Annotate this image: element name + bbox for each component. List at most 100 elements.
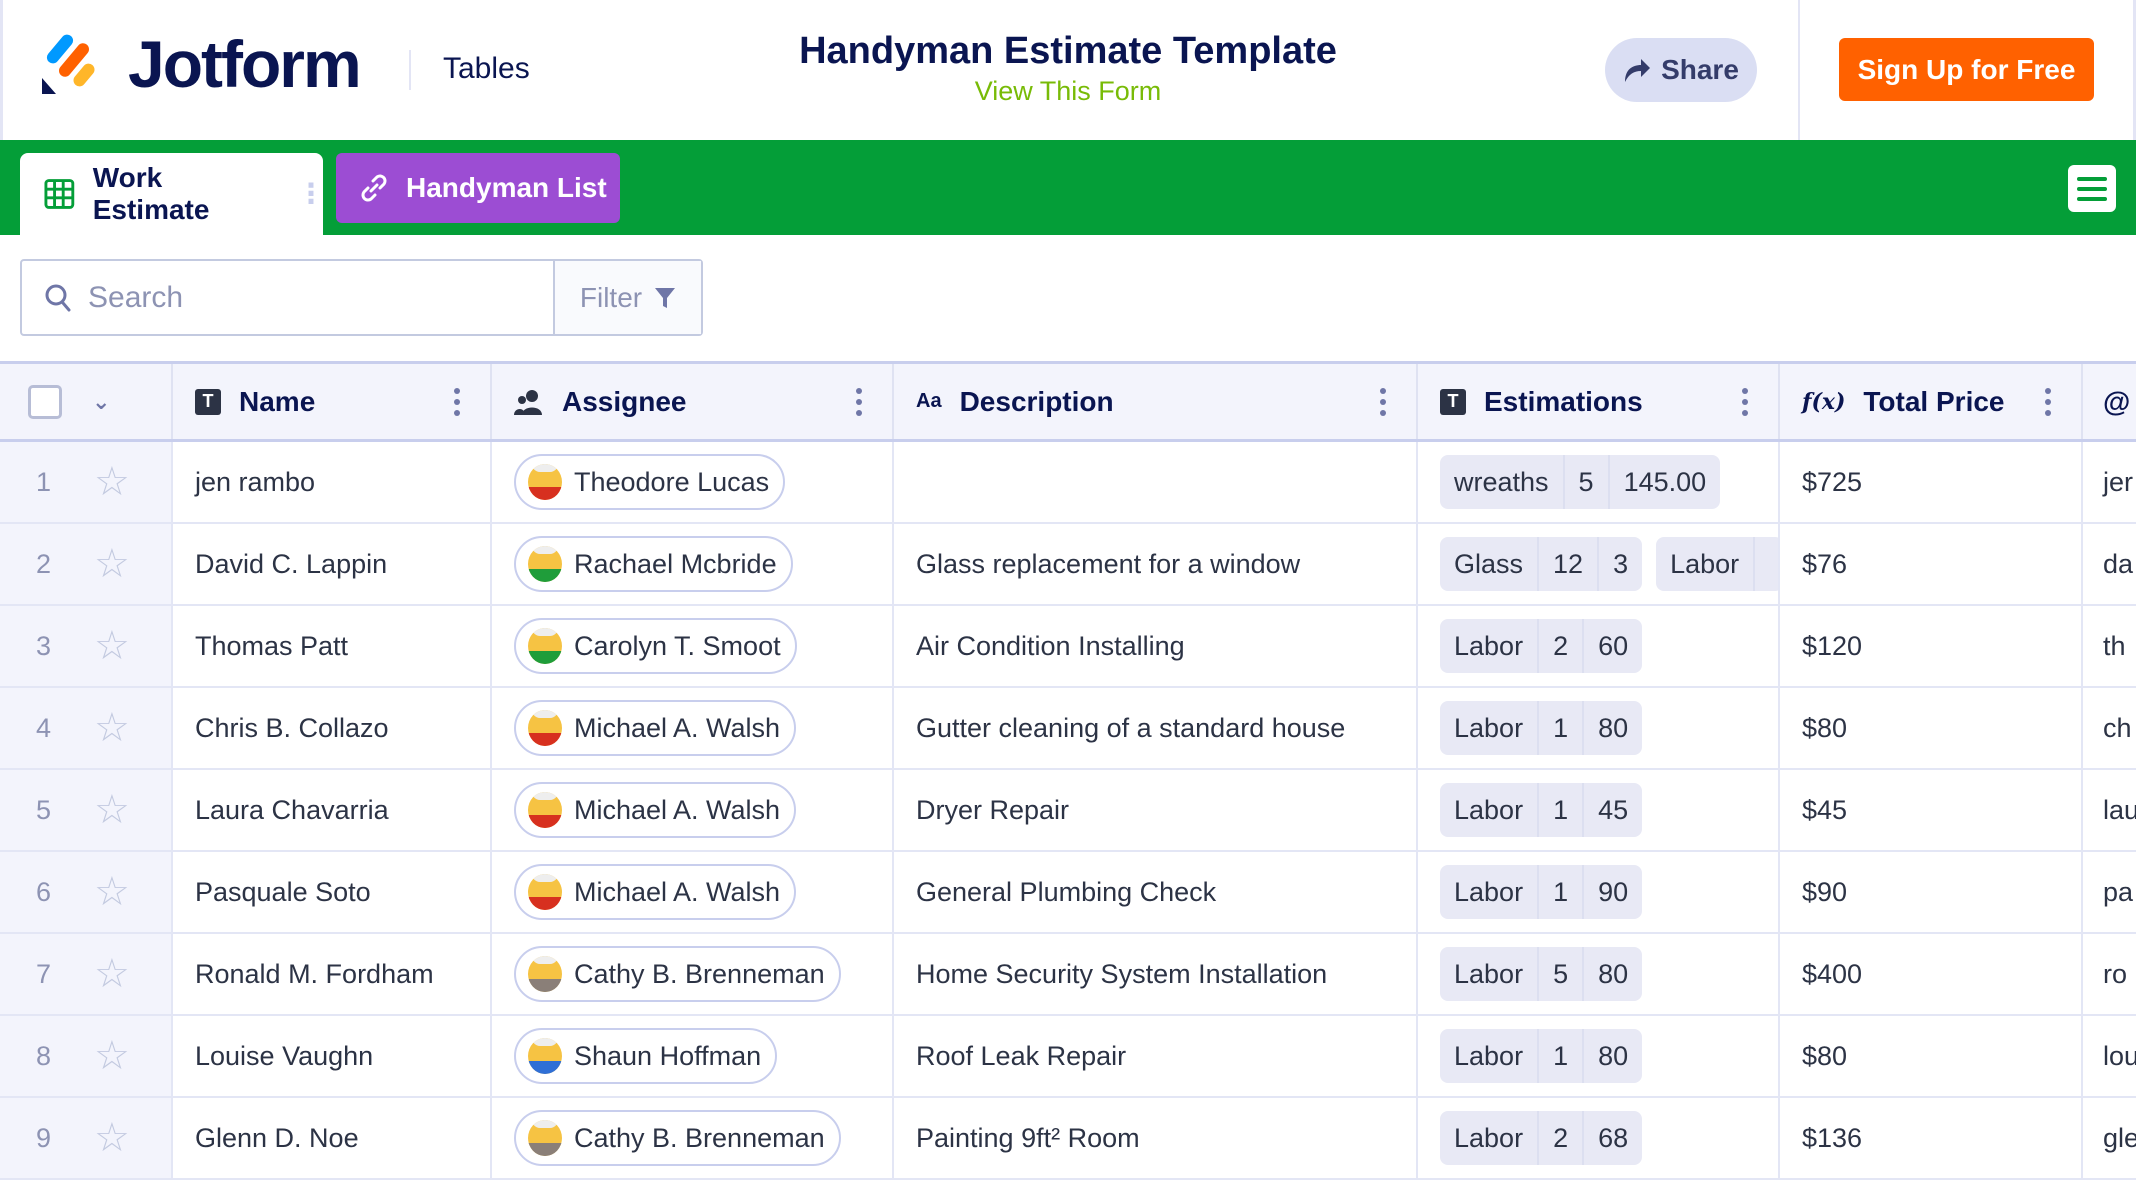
total-price-cell[interactable]: $80 bbox=[1780, 1016, 2083, 1096]
estimations-cell[interactable]: wreaths 5 145.00 bbox=[1418, 442, 1780, 522]
view-form-link[interactable]: View This Form bbox=[974, 76, 1162, 106]
star-icon[interactable]: ☆ bbox=[94, 542, 130, 586]
assignee-pill[interactable]: Cathy B. Brenneman bbox=[514, 1110, 841, 1166]
assignee-cell[interactable]: Michael A. Walsh bbox=[492, 688, 894, 768]
description-cell[interactable]: General Plumbing Check bbox=[894, 852, 1418, 932]
column-options-icon[interactable] bbox=[1742, 388, 1748, 416]
assignee-cell[interactable]: Shaun Hoffman bbox=[492, 1016, 894, 1096]
description-cell[interactable]: Air Condition Installing bbox=[894, 606, 1418, 686]
assignee-pill[interactable]: Carolyn T. Smoot bbox=[514, 618, 797, 674]
table-row[interactable]: 6 ☆ Pasquale Soto Michael A. Walsh General P… bbox=[0, 852, 2136, 934]
column-header-name[interactable]: T Name bbox=[173, 364, 492, 439]
description-cell[interactable]: Glass replacement for a window bbox=[894, 524, 1418, 604]
sign-up-button[interactable]: Sign Up for Free bbox=[1839, 38, 2094, 101]
estimation-chip[interactable]: Labor 2 60 bbox=[1440, 619, 1643, 673]
share-button[interactable]: Share bbox=[1605, 38, 1757, 102]
email-cell[interactable]: th bbox=[2103, 630, 2126, 661]
table-row[interactable]: 1 ☆ jen rambo Theodore Lucas wreaths 5 145.00 $… bbox=[0, 442, 2136, 524]
estimations-cell[interactable]: Labor 2 68 bbox=[1418, 1098, 1780, 1178]
email-cell[interactable]: ro bbox=[2103, 958, 2128, 989]
estimation-chip[interactable]: Labor 1 80 bbox=[1440, 701, 1643, 755]
total-price-cell[interactable]: $120 bbox=[1780, 606, 2083, 686]
description-cell[interactable]: Painting 9ft² Room bbox=[894, 1098, 1418, 1178]
column-header-total-price[interactable]: f(x) Total Price bbox=[1780, 364, 2083, 439]
menu-icon[interactable] bbox=[2068, 165, 2116, 212]
email-cell[interactable]: lau bbox=[2103, 794, 2136, 825]
assignee-pill[interactable]: Michael A. Walsh bbox=[514, 700, 797, 756]
star-icon[interactable]: ☆ bbox=[94, 624, 130, 668]
total-price-cell[interactable]: $80 bbox=[1780, 688, 2083, 768]
estimations-cell[interactable]: Glass 12 3 Labor bbox=[1418, 524, 1780, 604]
total-price-cell[interactable]: $45 bbox=[1780, 770, 2083, 850]
column-options-icon[interactable] bbox=[1380, 388, 1386, 416]
column-header-assignee[interactable]: Assignee bbox=[492, 364, 894, 439]
total-price-cell[interactable]: $90 bbox=[1780, 852, 2083, 932]
search-input[interactable]: Search bbox=[22, 261, 553, 334]
estimation-chip[interactable]: Labor 1 90 bbox=[1440, 865, 1643, 919]
estimations-cell[interactable]: Labor 1 80 bbox=[1418, 1016, 1780, 1096]
tab-work-estimate[interactable]: Work Estimate ⋮ bbox=[20, 153, 325, 235]
name-cell[interactable]: Laura Chavarria bbox=[173, 770, 492, 850]
star-icon[interactable]: ☆ bbox=[94, 870, 130, 914]
estimation-chip[interactable]: Labor bbox=[1656, 537, 1778, 591]
column-header-description[interactable]: Aa Description bbox=[894, 364, 1418, 439]
select-all-checkbox[interactable] bbox=[28, 384, 62, 419]
description-cell[interactable]: Gutter cleaning of a standard house bbox=[894, 688, 1418, 768]
table-row[interactable]: 7 ☆ Ronald M. Fordham Cathy B. Brenneman Hom… bbox=[0, 934, 2136, 1016]
assignee-pill[interactable]: Michael A. Walsh bbox=[514, 782, 797, 838]
estimations-cell[interactable]: Labor 1 80 bbox=[1418, 688, 1780, 768]
estimation-chip[interactable]: Labor 5 80 bbox=[1440, 947, 1643, 1001]
star-icon[interactable]: ☆ bbox=[94, 952, 130, 996]
assignee-pill[interactable]: Cathy B. Brenneman bbox=[514, 946, 841, 1002]
tab-options-icon[interactable]: ⋮ bbox=[297, 178, 325, 209]
assignee-cell[interactable]: Theodore Lucas bbox=[492, 442, 894, 522]
assignee-pill[interactable]: Shaun Hoffman bbox=[514, 1028, 778, 1084]
description-cell[interactable]: Roof Leak Repair bbox=[894, 1016, 1418, 1096]
star-icon[interactable]: ☆ bbox=[94, 1034, 130, 1078]
name-cell[interactable]: jen rambo bbox=[173, 442, 492, 522]
table-row[interactable]: 9 ☆ Glenn D. Noe Cathy B. Brenneman Painting… bbox=[0, 1098, 2136, 1180]
total-price-cell[interactable]: $400 bbox=[1780, 934, 2083, 1014]
email-cell[interactable]: lou bbox=[2103, 1040, 2136, 1071]
assignee-cell[interactable]: Cathy B. Brenneman bbox=[492, 934, 894, 1014]
description-cell[interactable] bbox=[894, 442, 1418, 522]
email-cell[interactable]: ch bbox=[2103, 712, 2132, 743]
name-cell[interactable]: David C. Lappin bbox=[173, 524, 492, 604]
estimations-cell[interactable]: Labor 1 90 bbox=[1418, 852, 1780, 932]
estimation-chip[interactable]: Glass 12 3 bbox=[1440, 537, 1643, 591]
table-row[interactable]: 4 ☆ Chris B. Collazo Michael A. Walsh Gutter… bbox=[0, 688, 2136, 770]
total-price-cell[interactable]: $136 bbox=[1780, 1098, 2083, 1178]
column-header-estimations[interactable]: T Estimations bbox=[1418, 364, 1780, 439]
star-icon[interactable]: ☆ bbox=[94, 706, 130, 750]
table-row[interactable]: 8 ☆ Louise Vaughn Shaun Hoffman Roof Leak Re… bbox=[0, 1016, 2136, 1098]
estimation-chip[interactable]: Labor 1 45 bbox=[1440, 783, 1643, 837]
tab-handyman-list[interactable]: Handyman List bbox=[336, 153, 620, 223]
estimations-cell[interactable]: Labor 2 60 bbox=[1418, 606, 1780, 686]
total-price-cell[interactable]: $76 bbox=[1780, 524, 2083, 604]
assignee-cell[interactable]: Michael A. Walsh bbox=[492, 770, 894, 850]
column-options-icon[interactable] bbox=[454, 388, 460, 416]
column-options-icon[interactable] bbox=[856, 388, 862, 416]
assignee-pill[interactable]: Michael A. Walsh bbox=[514, 864, 797, 920]
total-price-cell[interactable]: $725 bbox=[1780, 442, 2083, 522]
assignee-cell[interactable]: Rachael Mcbride bbox=[492, 524, 894, 604]
email-cell[interactable]: jer bbox=[2103, 466, 2134, 497]
description-cell[interactable]: Home Security System Installation bbox=[894, 934, 1418, 1014]
description-cell[interactable]: Dryer Repair bbox=[894, 770, 1418, 850]
assignee-pill[interactable]: Rachael Mcbride bbox=[514, 536, 793, 592]
filter-button[interactable]: Filter bbox=[553, 261, 701, 334]
name-cell[interactable]: Louise Vaughn bbox=[173, 1016, 492, 1096]
email-cell[interactable]: da bbox=[2103, 548, 2134, 579]
assignee-cell[interactable]: Michael A. Walsh bbox=[492, 852, 894, 932]
estimations-cell[interactable]: Labor 5 80 bbox=[1418, 934, 1780, 1014]
email-cell[interactable]: gle bbox=[2103, 1122, 2136, 1153]
estimations-cell[interactable]: Labor 1 45 bbox=[1418, 770, 1780, 850]
assignee-pill[interactable]: Theodore Lucas bbox=[514, 454, 786, 510]
brand-name[interactable]: Jotform bbox=[128, 27, 362, 101]
chevron-down-icon[interactable]: ⌄ bbox=[92, 388, 111, 414]
name-cell[interactable]: Pasquale Soto bbox=[173, 852, 492, 932]
star-icon[interactable]: ☆ bbox=[94, 1116, 130, 1160]
table-row[interactable]: 3 ☆ Thomas Patt Carolyn T. Smoot Air Conditi… bbox=[0, 606, 2136, 688]
estimation-chip[interactable]: Labor 1 80 bbox=[1440, 1029, 1643, 1083]
estimation-chip[interactable]: wreaths 5 145.00 bbox=[1440, 455, 1721, 509]
